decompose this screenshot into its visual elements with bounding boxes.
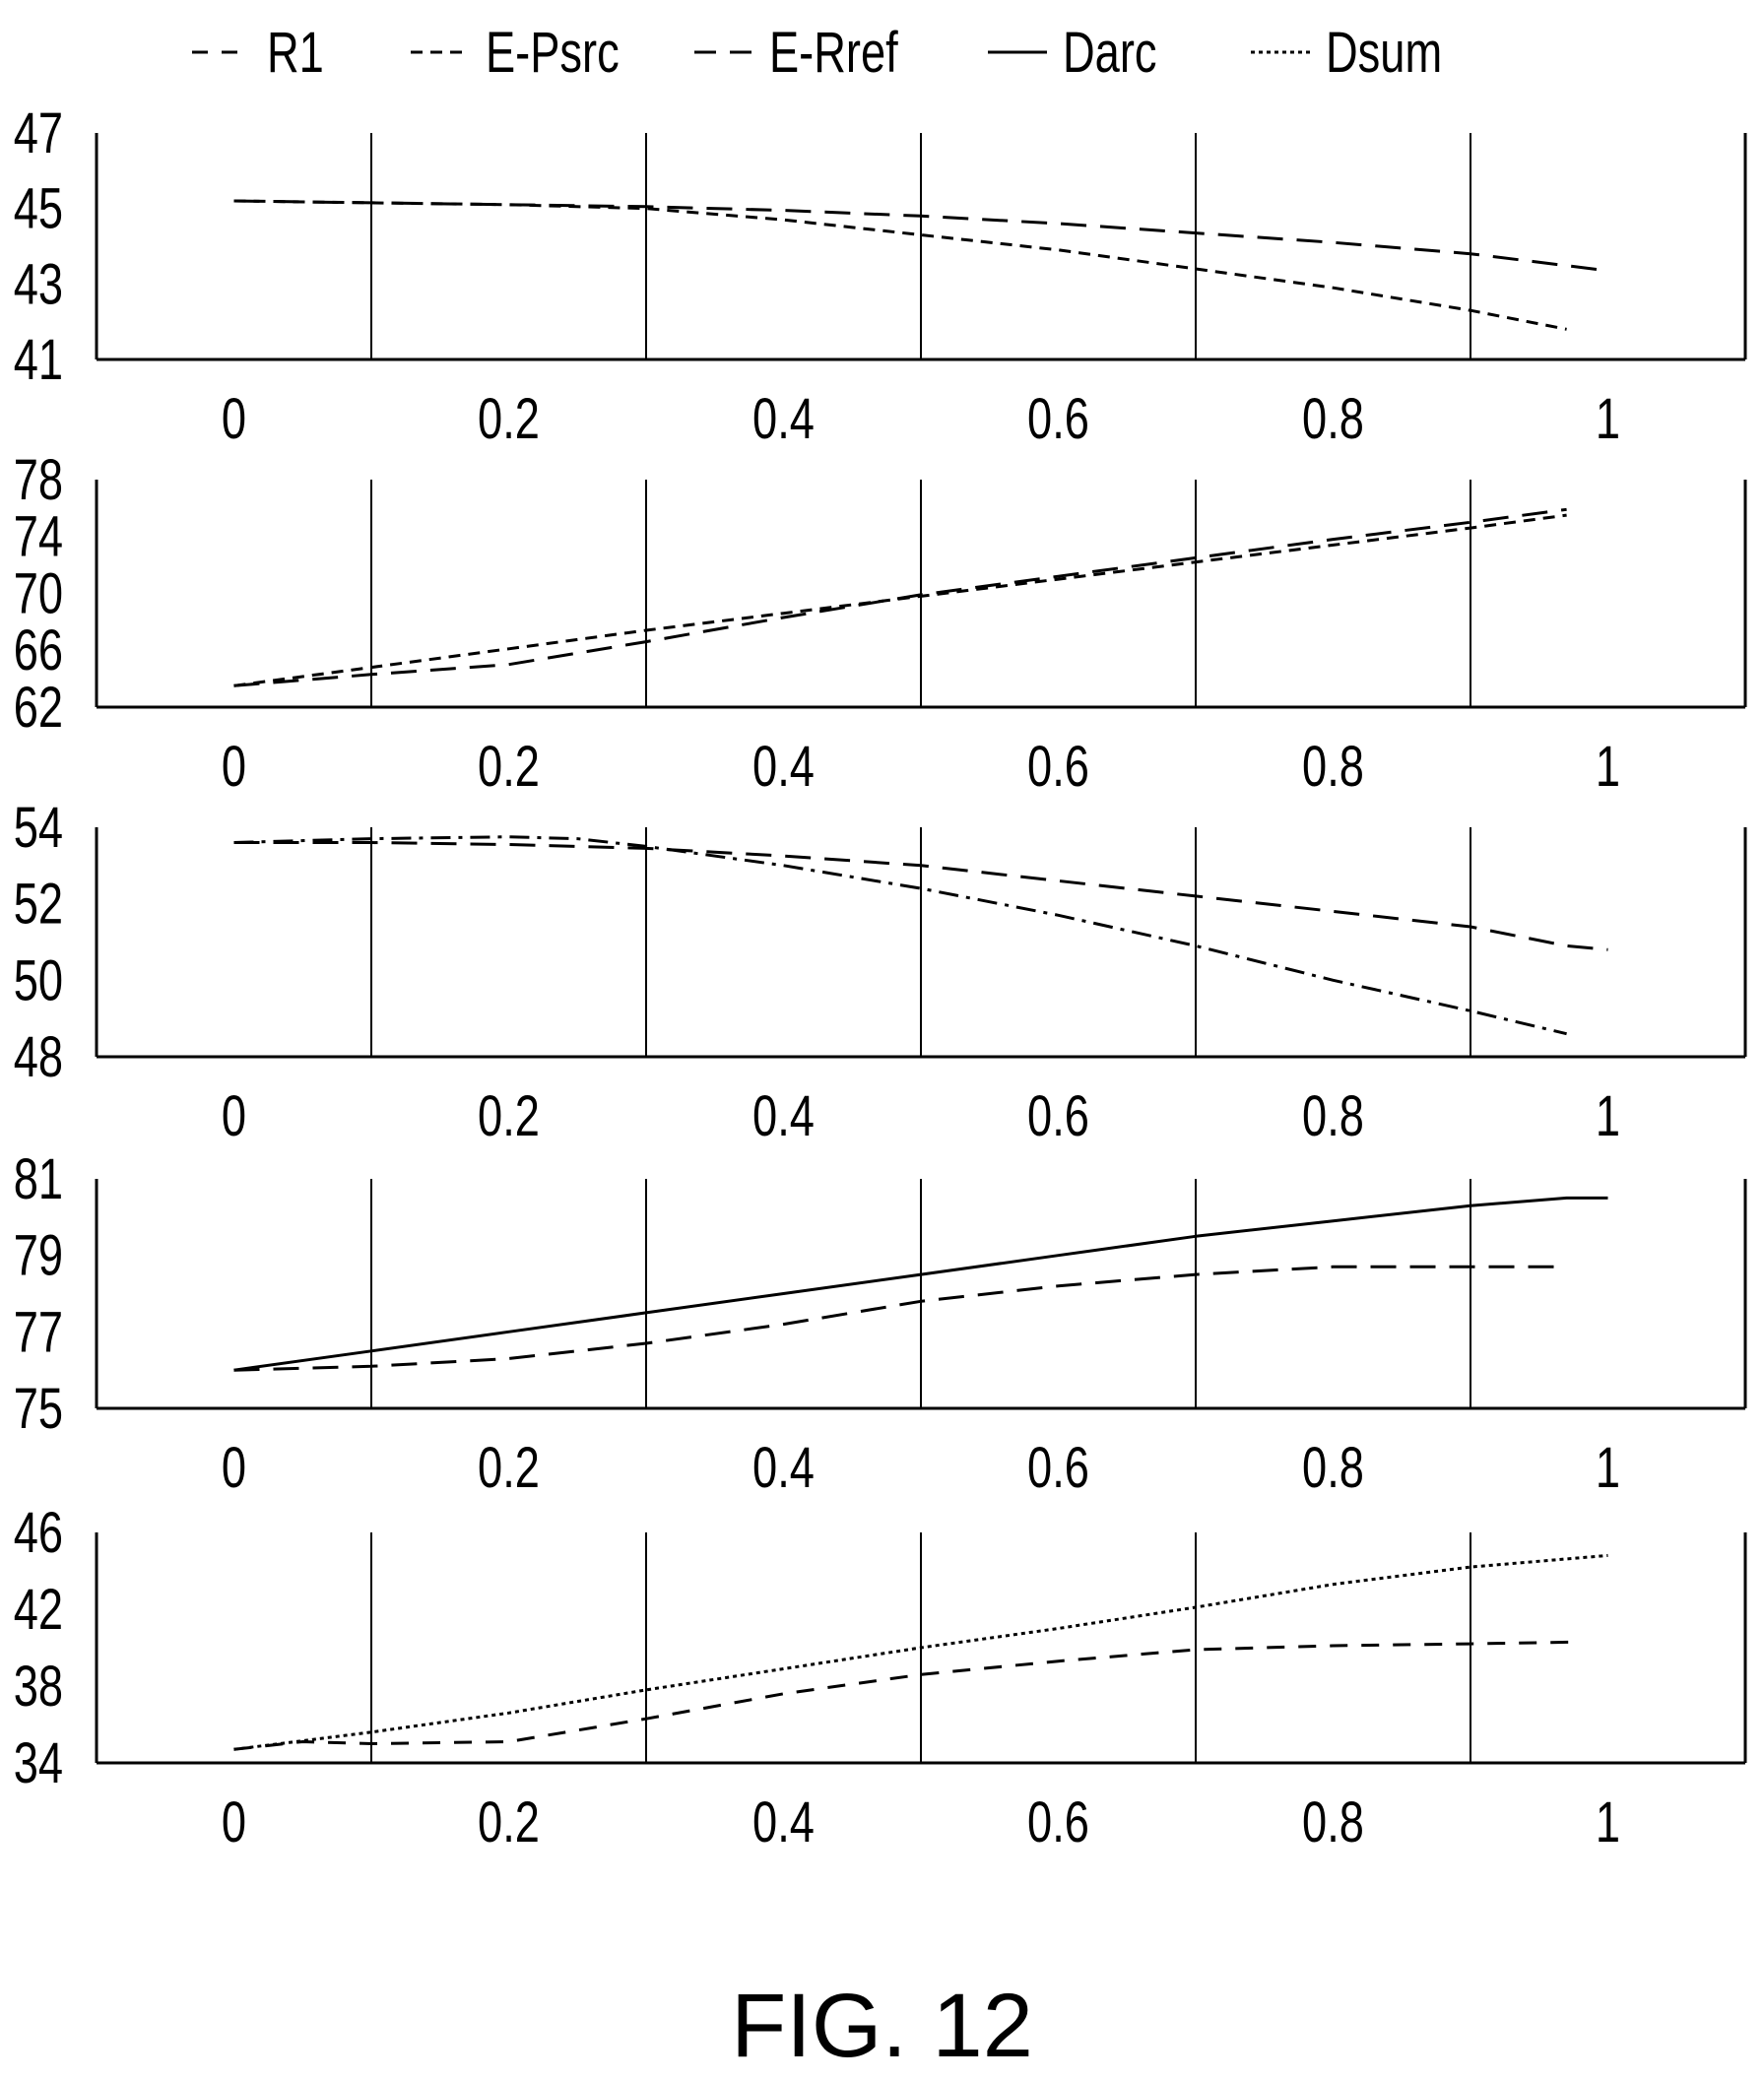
x-tick-label: 1 [1596, 1791, 1620, 1855]
legend-label-e-rref: E-Rref [769, 20, 898, 85]
legend-item-e-rref: E-Rref [694, 18, 935, 87]
y-tick-label: 75 [14, 1378, 63, 1442]
legend-label-dsum: Dsum [1326, 20, 1443, 85]
x-tick-label: 0 [222, 1437, 246, 1501]
x-tick-label: 0.8 [1302, 736, 1364, 800]
x-tick-label: 1 [1596, 1085, 1620, 1149]
x-tick-label: 0.2 [478, 1085, 540, 1149]
y-tick-label: 78 [14, 449, 63, 513]
series-line-dsum [233, 1553, 1608, 1751]
x-tick-label: 0.6 [1027, 388, 1089, 452]
x-tick-label: 0.4 [752, 736, 815, 800]
x-tick-label: 1 [1596, 388, 1620, 452]
y-tick-label: 38 [14, 1656, 63, 1720]
y-tick-label: 48 [14, 1026, 63, 1090]
y-tick-label: 45 [14, 177, 63, 241]
legend-swatch-e-rref [694, 50, 753, 54]
y-tick-label: 62 [14, 677, 63, 741]
x-tick-label: 0.6 [1027, 1437, 1089, 1501]
x-tick-label: 0.8 [1302, 1085, 1364, 1149]
x-tick-label: 0.4 [752, 1437, 815, 1501]
x-tick-label: 0.4 [752, 388, 815, 452]
legend-item-e-psrc: E-Psrc [411, 18, 657, 87]
y-tick-label: 54 [14, 797, 63, 861]
y-tick-label: 34 [14, 1732, 63, 1796]
y-tick-label: 52 [14, 873, 63, 937]
x-tick-label: 0.4 [752, 1085, 815, 1149]
x-tick-label: 0.2 [478, 388, 540, 452]
y-tick-label: 47 [14, 102, 63, 166]
x-tick-label: 0.2 [478, 1791, 540, 1855]
y-tick-label: 74 [14, 505, 63, 569]
legend-swatch-darc [988, 50, 1047, 54]
series-line-darc [233, 1196, 1608, 1372]
legend-item-r1: R1 [192, 18, 340, 87]
x-tick-label: 0 [222, 1791, 246, 1855]
chart-panel-1: 41 43 45 47 0 0.2 0.4 0.6 0.8 1 [14, 102, 1747, 452]
y-tick-label: 66 [14, 619, 63, 683]
series-line-e-psrc [233, 835, 1567, 1036]
legend-swatch-dsum [1251, 50, 1310, 54]
legend: R1 E-Psrc E-Rref Darc Dsum [0, 0, 1764, 108]
legend-label-r1: R1 [267, 20, 324, 85]
x-tick-label: 1 [1596, 736, 1620, 800]
chart-panel-5: 34 38 42 46 0 0.2 0.4 0.6 0.8 1 [14, 1502, 1747, 1855]
x-tick-label: 0.4 [752, 1791, 815, 1855]
x-tick-label: 0.2 [478, 1437, 540, 1501]
y-tick-label: 77 [14, 1301, 63, 1365]
chart-panel-4: 75 77 79 81 0 0.2 0.4 0.6 0.8 1 [14, 1148, 1747, 1501]
legend-swatch-r1 [192, 50, 251, 54]
y-tick-label: 41 [14, 329, 63, 393]
series-line-e-rref [233, 1265, 1567, 1372]
x-tick-label: 0.8 [1302, 388, 1364, 452]
y-tick-label: 79 [14, 1224, 63, 1288]
chart-panel-3: 48 50 52 54 0 0.2 0.4 0.6 0.8 1 [14, 797, 1747, 1149]
x-tick-label: 0.8 [1302, 1791, 1364, 1855]
figure-caption: FIG. 12 [731, 1976, 1033, 2076]
x-tick-label: 0 [222, 1085, 246, 1149]
legend-item-dsum: Dsum [1251, 18, 1474, 87]
legend-label-e-psrc: E-Psrc [486, 20, 620, 85]
x-tick-label: 0.8 [1302, 1437, 1364, 1501]
series-line-e-rref [233, 199, 1608, 273]
x-tick-label: 0.6 [1027, 1085, 1089, 1149]
series-line-e-psrc [233, 513, 1567, 687]
y-tick-label: 70 [14, 562, 63, 626]
series-line-e-rref [233, 841, 1608, 951]
legend-item-darc: Darc [988, 18, 1183, 87]
y-tick-label: 43 [14, 253, 63, 317]
x-tick-label: 0.6 [1027, 1791, 1089, 1855]
series-line-e-rref [233, 507, 1567, 687]
series-line-e-psrc [233, 199, 1567, 331]
series-line-r1 [233, 1640, 1581, 1751]
x-tick-label: 0.2 [478, 736, 540, 800]
legend-label-darc: Darc [1063, 20, 1157, 85]
legend-swatch-e-psrc [411, 50, 470, 54]
x-tick-label: 0 [222, 388, 246, 452]
x-tick-label: 0.6 [1027, 736, 1089, 800]
y-tick-label: 50 [14, 949, 63, 1013]
x-tick-label: 0 [222, 736, 246, 800]
y-tick-label: 42 [14, 1579, 63, 1643]
x-tick-label: 1 [1596, 1437, 1620, 1501]
y-tick-label: 46 [14, 1502, 63, 1566]
y-tick-label: 81 [14, 1148, 63, 1212]
